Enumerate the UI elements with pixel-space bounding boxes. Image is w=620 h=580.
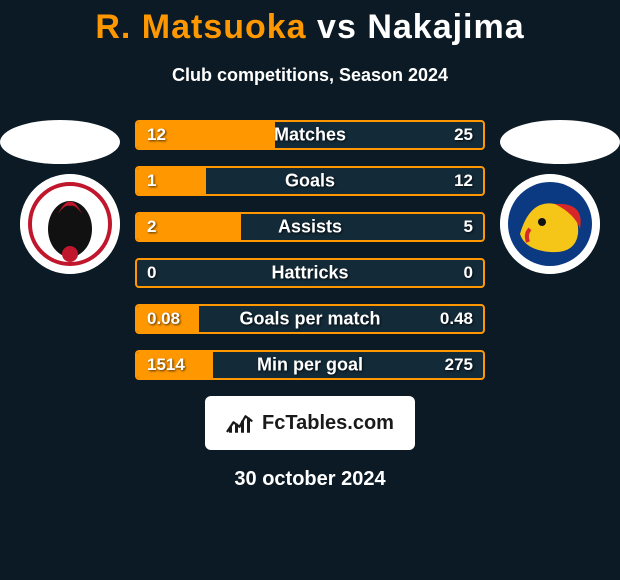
chart-icon [226, 411, 256, 435]
stat-value-left: 0.08 [147, 309, 180, 329]
team-badge-right [500, 174, 600, 274]
stat-row-gpm: 0.08 Goals per match 0.48 [135, 304, 485, 334]
brand-text: FcTables.com [262, 412, 394, 435]
stat-value-left: 1 [147, 171, 156, 191]
player1-name: R. Matsuoka [95, 8, 306, 46]
stat-label: Goals [285, 171, 335, 192]
stat-row-assists: 2 Assists 5 [135, 212, 485, 242]
stat-label: Min per goal [257, 355, 363, 376]
team-badge-left [20, 174, 120, 274]
stat-label: Assists [278, 217, 342, 238]
stat-row-mpg: 1514 Min per goal 275 [135, 350, 485, 380]
stat-value-right: 0.48 [440, 309, 473, 329]
stat-rows: 12 Matches 25 1 Goals 12 2 Assists 5 0 H… [135, 120, 485, 380]
left-ellipse [0, 120, 120, 164]
stat-row-matches: 12 Matches 25 [135, 120, 485, 150]
player2-name: Nakajima [367, 8, 524, 46]
date-label: 30 october 2024 [0, 468, 620, 491]
stat-value-right: 275 [445, 355, 473, 375]
vegalta-icon [500, 174, 600, 274]
roasso-icon [20, 174, 120, 274]
subtitle: Club competitions, Season 2024 [0, 65, 620, 86]
page-title: R. Matsuoka vs Nakajima [0, 0, 620, 47]
stat-row-goals: 1 Goals 12 [135, 166, 485, 196]
stat-label: Matches [274, 125, 346, 146]
stat-value-right: 25 [454, 125, 473, 145]
comparison-stage: 12 Matches 25 1 Goals 12 2 Assists 5 0 H… [0, 120, 620, 491]
stat-value-right: 12 [454, 171, 473, 191]
stat-value-left: 1514 [147, 355, 185, 375]
stat-row-hattricks: 0 Hattricks 0 [135, 258, 485, 288]
stat-value-right: 0 [464, 263, 473, 283]
stat-label: Hattricks [271, 263, 348, 284]
stat-value-left: 2 [147, 217, 156, 237]
stat-value-left: 12 [147, 125, 166, 145]
stat-value-left: 0 [147, 263, 156, 283]
right-ellipse [500, 120, 620, 164]
brand-badge: FcTables.com [205, 396, 415, 450]
stat-value-right: 5 [464, 217, 473, 237]
vs-label: vs [317, 8, 357, 46]
stat-label: Goals per match [239, 309, 380, 330]
